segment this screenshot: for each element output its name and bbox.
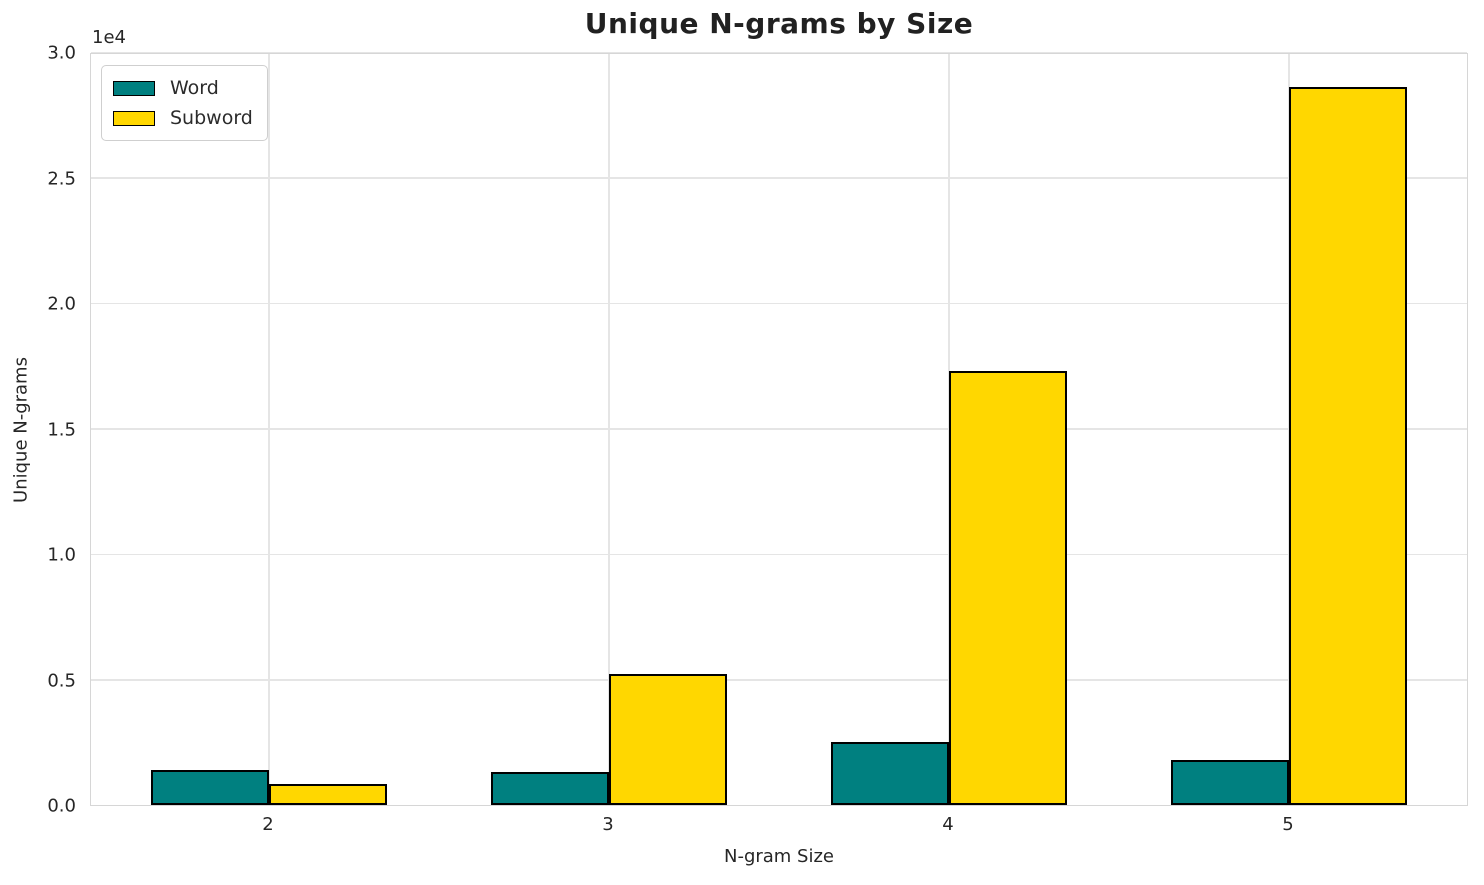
legend-item-subword: Subword (113, 103, 253, 133)
y-tick-label: 0.0 (47, 795, 76, 817)
y-tick-label: 1.5 (47, 419, 76, 440)
bar-subword-ngram-3 (609, 674, 727, 805)
horizontal-gridline (91, 679, 1467, 681)
y-tick-label: 2.0 (47, 293, 76, 315)
bar-word-ngram-5 (1171, 759, 1289, 805)
horizontal-gridline (91, 553, 1467, 555)
x-tick-label: 5 (1282, 814, 1294, 835)
bar-subword-ngram-2 (269, 783, 387, 805)
subword-series-swatch (113, 110, 155, 126)
bar-subword-ngram-5 (1289, 87, 1407, 805)
vertical-gridline (1288, 54, 1290, 805)
y-tick-label: 1.0 (47, 544, 76, 566)
x-axis-label: N-gram Size (723, 846, 835, 867)
horizontal-gridline (91, 177, 1467, 179)
vertical-gridline (268, 54, 270, 805)
y-axis-offset-label: 1e4 (92, 27, 126, 48)
legend: Word Subword (101, 65, 268, 141)
y-tick-label: 2.5 (47, 168, 76, 189)
horizontal-gridline (91, 51, 1467, 53)
bar-word-ngram-4 (831, 742, 949, 805)
x-tick-label: 2 (262, 814, 274, 835)
horizontal-gridline (91, 302, 1467, 304)
word-series-swatch (113, 80, 155, 96)
chart-title: Unique N-grams by Size (584, 7, 974, 40)
bar-word-ngram-2 (151, 769, 269, 805)
y-tick-label: 0.5 (47, 670, 76, 691)
plot-area: Word Subword (90, 51, 1468, 806)
horizontal-gridline (91, 428, 1467, 430)
x-tick-label: 4 (942, 814, 954, 835)
legend-label-word: Word (170, 77, 219, 99)
y-tick-label: 3.0 (47, 42, 76, 64)
legend-item-word: Word (113, 73, 253, 103)
x-tick-label: 3 (602, 814, 614, 835)
bar-word-ngram-3 (491, 772, 609, 805)
vertical-gridline (948, 54, 950, 805)
vertical-gridline (608, 54, 610, 805)
legend-label-subword: Subword (170, 107, 253, 129)
bar-subword-ngram-4 (949, 370, 1067, 805)
